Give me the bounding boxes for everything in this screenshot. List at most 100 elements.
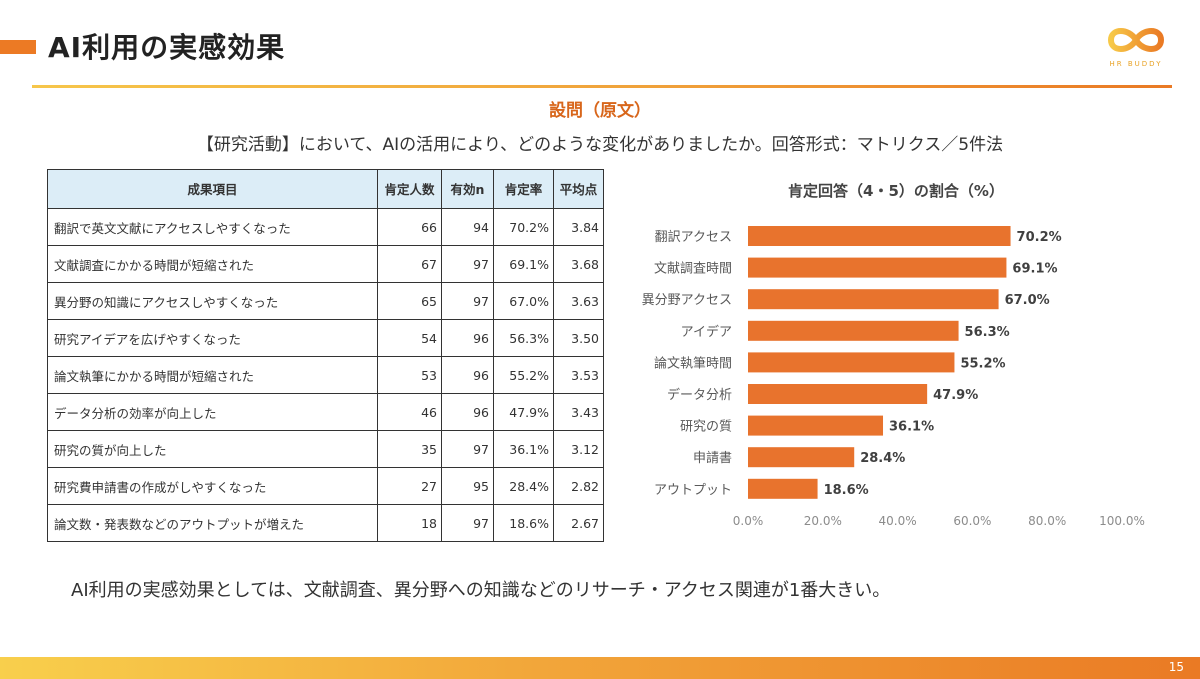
cell-valid-n: 97	[441, 282, 494, 320]
cell-positive-count: 67	[377, 245, 442, 283]
category-label: 翻訳アクセス	[655, 230, 732, 245]
bar	[748, 226, 1011, 246]
data-label: 47.9%	[933, 388, 978, 403]
cell-valid-n: 95	[441, 467, 494, 505]
x-tick-label: 80.0%	[1028, 514, 1066, 528]
cell-item: 研究アイデアを広げやすくなった	[47, 319, 378, 357]
footer-bar: 15	[0, 657, 1200, 679]
table-row: 文献調査にかかる時間が短縮された 67 97 69.1% 3.68	[47, 245, 604, 283]
cell-positive-rate: 55.2%	[493, 356, 554, 394]
cell-positive-count: 65	[377, 282, 442, 320]
cell-item: 研究費申請書の作成がしやすくなった	[47, 467, 378, 505]
cell-valid-n: 96	[441, 393, 494, 431]
table-row: 論文数・発表数などのアウトプットが増えた 18 97 18.6% 2.67	[47, 504, 604, 542]
data-label: 28.4%	[860, 451, 905, 466]
bar	[748, 257, 1007, 278]
cell-average: 3.50	[553, 319, 604, 357]
cell-positive-rate: 28.4%	[493, 467, 554, 505]
category-label: 研究の質	[680, 420, 732, 435]
header-positive-rate: 肯定率	[493, 169, 554, 209]
cell-item: 論文数・発表数などのアウトプットが増えた	[47, 504, 378, 542]
cell-positive-count: 54	[377, 319, 442, 357]
summary-text: AI利用の実感効果としては、文献調査、異分野への知識などのリサーチ・アクセス関連…	[71, 580, 891, 601]
data-label: 69.1%	[1012, 262, 1057, 277]
x-tick-label: 100.0%	[1099, 514, 1145, 528]
table-header-row: 成果項目 肯定人数 有効n 肯定率 平均点	[47, 169, 604, 209]
data-label: 36.1%	[889, 420, 934, 435]
cell-positive-count: 66	[377, 208, 442, 246]
cell-positive-count: 46	[377, 393, 442, 431]
hr-buddy-logo: HR BUDDY	[1103, 20, 1169, 72]
cell-average: 2.67	[553, 504, 604, 542]
question-heading: 設問（原文）	[549, 101, 651, 121]
table-row: 研究費申請書の作成がしやすくなった 27 95 28.4% 2.82	[47, 467, 604, 505]
bar	[748, 352, 955, 373]
results-table: 成果項目 肯定人数 有効n 肯定率 平均点 翻訳で英文文献にアクセスしやすくなっ…	[47, 169, 604, 542]
cell-item: 翻訳で英文文献にアクセスしやすくなった	[47, 208, 378, 246]
cell-positive-rate: 18.6%	[493, 504, 554, 542]
positive-rate-bar-chart: 肯定回答（4・5）の割合（%） 翻訳アクセス 70.2% 文献調査時間 69.1% 異分野…	[642, 182, 1145, 528]
cell-positive-rate: 67.0%	[493, 282, 554, 320]
header-item: 成果項目	[47, 169, 378, 209]
cell-item: データ分析の効率が向上した	[47, 393, 378, 431]
bar	[748, 415, 884, 436]
cell-positive-rate: 47.9%	[493, 393, 554, 431]
category-label: アウトプット	[654, 483, 732, 498]
cell-average: 3.53	[553, 356, 604, 394]
bar	[748, 289, 999, 310]
category-label: データ分析	[667, 387, 732, 403]
cell-valid-n: 94	[441, 208, 494, 246]
cell-positive-rate: 69.1%	[493, 245, 554, 283]
cell-valid-n: 97	[441, 430, 494, 468]
table-row: 論文執筆にかかる時間が短縮された 53 96 55.2% 3.53	[47, 356, 604, 394]
cell-average: 2.82	[553, 467, 604, 505]
table-row: 研究アイデアを広げやすくなった 54 96 56.3% 3.50	[47, 319, 604, 357]
category-label: アイデア	[681, 324, 732, 340]
data-label: 18.6%	[824, 483, 869, 498]
title-accent-bar	[0, 40, 36, 54]
table-row: 異分野の知識にアクセスしやすくなった 65 97 67.0% 3.63	[47, 282, 604, 320]
header-average: 平均点	[553, 169, 604, 209]
cell-valid-n: 96	[441, 319, 494, 357]
x-tick-label: 0.0%	[733, 514, 764, 528]
cell-positive-rate: 70.2%	[493, 208, 554, 246]
table-body: 翻訳で英文文献にアクセスしやすくなった 66 94 70.2% 3.84 文献調査にかかる…	[47, 208, 604, 542]
cell-average: 3.84	[553, 208, 604, 246]
header-positive-count: 肯定人数	[377, 169, 442, 209]
category-label: 文献調査時間	[654, 262, 732, 277]
cell-valid-n: 97	[441, 245, 494, 283]
x-tick-label: 20.0%	[804, 514, 842, 528]
bar	[748, 320, 959, 341]
cell-item: 研究の質が向上した	[47, 430, 378, 468]
cell-average: 3.63	[553, 282, 604, 320]
cell-positive-rate: 36.1%	[493, 430, 554, 468]
table-row: 翻訳で英文文献にアクセスしやすくなった 66 94 70.2% 3.84	[47, 208, 604, 246]
bar	[748, 478, 818, 499]
title-rule	[32, 85, 1172, 88]
cell-item: 論文執筆にかかる時間が短縮された	[47, 356, 378, 394]
data-label: 67.0%	[1005, 293, 1050, 308]
category-label: 異分野アクセス	[642, 293, 732, 308]
cell-positive-count: 18	[377, 504, 442, 542]
category-label: 申請書	[693, 451, 732, 466]
data-label: 55.2%	[960, 356, 1005, 371]
infinity-icon	[1107, 28, 1165, 52]
data-label: 70.2%	[1017, 230, 1062, 245]
x-tick-label: 60.0%	[953, 514, 991, 528]
table-row: データ分析の効率が向上した 46 96 47.9% 3.43	[47, 393, 604, 431]
x-tick-label: 40.0%	[879, 514, 917, 528]
data-label: 56.3%	[965, 325, 1010, 340]
slide-title: AI利用の実感効果	[48, 31, 286, 64]
cell-valid-n: 96	[441, 356, 494, 394]
cell-valid-n: 97	[441, 504, 494, 542]
cell-item: 文献調査にかかる時間が短縮された	[47, 245, 378, 283]
cell-positive-count: 35	[377, 430, 442, 468]
cell-average: 3.68	[553, 245, 604, 283]
cell-average: 3.12	[553, 430, 604, 468]
cell-average: 3.43	[553, 393, 604, 431]
table-row: 研究の質が向上した 35 97 36.1% 3.12	[47, 430, 604, 468]
cell-positive-count: 53	[377, 356, 442, 394]
logo-text: HR BUDDY	[1109, 60, 1163, 68]
chart-title: 肯定回答（4・5）の割合（%）	[788, 182, 1004, 200]
bar	[748, 447, 855, 468]
